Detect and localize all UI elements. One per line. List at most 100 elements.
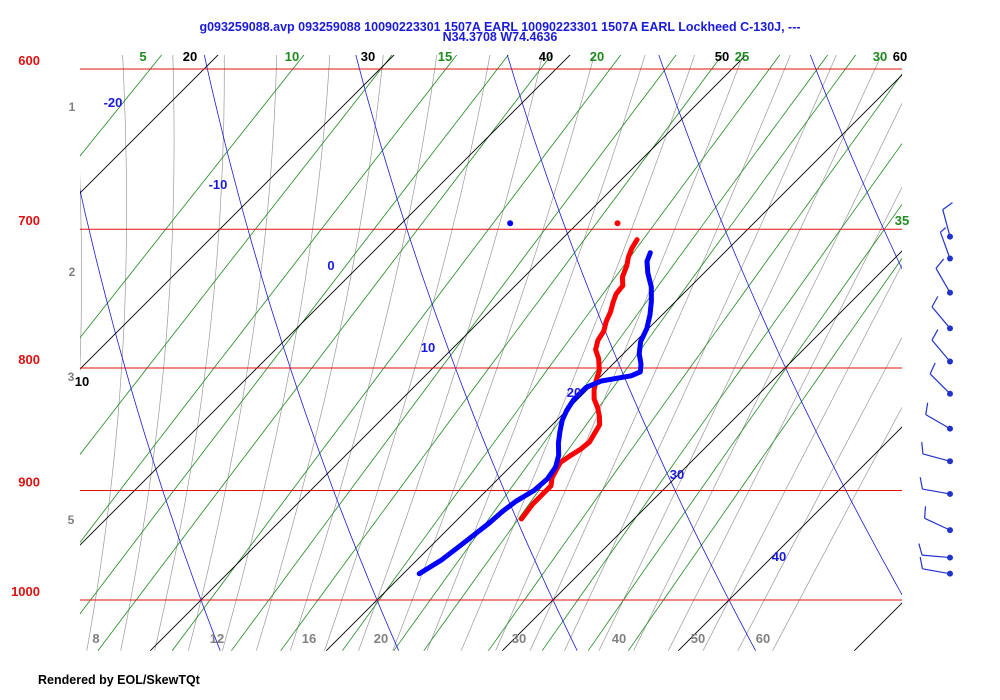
wind-barb-shaft (929, 373, 951, 395)
dry-adiabats (80, 55, 902, 651)
chart-title-line1: g093259088.avp 093259088 10090223301 150… (199, 20, 801, 34)
dry-adiabat-label: -10 (209, 177, 228, 192)
isotherm-label: 20 (183, 49, 197, 64)
wind-barb (921, 441, 953, 465)
isotherm-line (677, 426, 902, 652)
wind-barb-shaft (939, 232, 951, 259)
mixing-ratio-label: 10 (285, 49, 299, 64)
moist-adiabat-line (633, 102, 902, 651)
dry-adiabat-line (506, 55, 756, 651)
dry-adiabat-label: 40 (772, 549, 786, 564)
wind-barb-flag (925, 402, 929, 415)
isotherm-label: 10 (75, 374, 89, 389)
moist-adiabat-line (289, 55, 438, 651)
isotherm-line (325, 74, 902, 652)
left-axis-label: 1 (69, 100, 76, 114)
moist-adiabat-line (495, 55, 744, 651)
moist-adiabat-line (324, 55, 491, 651)
moist-adiabat-line (564, 55, 837, 651)
dry-adiabat-label: 10 (421, 340, 435, 355)
wind-barb-flag (935, 258, 945, 269)
moist-adiabat-label: 40 (612, 631, 626, 646)
wind-barb (925, 402, 953, 432)
mixing-ratio-label: 20 (590, 49, 604, 64)
wind-barb-shaft (935, 268, 951, 293)
mixing-ratio-line (587, 203, 902, 651)
pressure-label: 800 (18, 352, 40, 367)
wind-barb (919, 477, 953, 497)
moist-adiabat-line (154, 55, 225, 651)
moist-adiabat-label: 12 (210, 631, 224, 646)
left-axis-label: 2 (69, 265, 76, 279)
moist-adiabat-label: 8 (92, 631, 99, 646)
isotherm-line (80, 55, 219, 194)
temperature-marker (614, 220, 621, 227)
wind-barb (929, 362, 953, 397)
wind-barb (924, 506, 953, 534)
mixing-ratio-label: 30 (873, 49, 887, 64)
wind-barb-flag (931, 296, 939, 308)
dewpoint-profile (416, 250, 654, 577)
moist-adiabat-line (460, 55, 695, 651)
dry-adiabat-line (203, 55, 400, 651)
isotherm-label: 50 (715, 49, 729, 64)
dry-adiabat-label: 30 (670, 467, 684, 482)
isotherms (80, 55, 902, 652)
mixing-ratio-line (488, 73, 902, 651)
wind-barb-shaft (931, 339, 951, 362)
pressure-label: 900 (18, 474, 40, 489)
wind-barb-flag (940, 227, 947, 233)
wind-barb-flag (924, 506, 927, 519)
wind-barb-shaft (924, 517, 951, 531)
mixing-ratio-label: 25 (735, 49, 749, 64)
moist-adiabat-line (667, 186, 902, 651)
dry-adiabat-label: 0 (327, 258, 334, 273)
dry-adiabat-label: -20 (104, 95, 123, 110)
moist-adiabat-line (392, 55, 595, 651)
mixing-ratio-line (80, 55, 163, 157)
sounding-profiles (416, 220, 654, 577)
moist-adiabat-line (19, 16, 39, 651)
mixing-ratio-line (541, 143, 902, 651)
wind-barb-shaft (922, 453, 951, 462)
moist-adiabat-line (529, 55, 791, 651)
wind-barb (918, 543, 953, 561)
dry-adiabat-line (809, 55, 902, 270)
pressure-label: 700 (18, 213, 40, 228)
isotherm-label: 30 (361, 49, 375, 64)
wind-barb-flag (919, 477, 924, 490)
dry-adiabat-line (355, 55, 578, 651)
mixing-ratio-line (80, 55, 305, 339)
moist-adiabat-line (702, 263, 902, 651)
isotherm-label: 40 (539, 49, 553, 64)
wind-barb-shaft (922, 568, 951, 575)
mixing-ratio-label: 5 (139, 49, 146, 64)
moist-adiabat-line (80, 172, 82, 375)
mixing-ratio-line (97, 55, 552, 651)
moist-adiabat-line (426, 55, 646, 651)
wind-barb-flag (942, 202, 953, 211)
dry-adiabat-line (658, 55, 902, 596)
wind-barb-flag (929, 362, 936, 375)
renderer-credit: Rendered by EOL/SkewTQt (38, 673, 200, 687)
wind-barb-shaft (942, 209, 951, 237)
wind-barb-flag (919, 556, 924, 569)
mixing-ratio-line (0, 0, 76, 651)
wind-barb-flag (921, 441, 924, 455)
wind-barb-shaft (922, 488, 951, 495)
wind-barb-shaft (925, 414, 951, 430)
moist-adiabat-line (358, 55, 543, 651)
moist-adiabat-label: 60 (756, 631, 770, 646)
wind-barb-flag (931, 329, 939, 341)
moist-adiabat-line (772, 406, 902, 651)
moist-adiabat-label: 20 (374, 631, 388, 646)
chart-title-line2: N34.3708 W74.4636 (442, 30, 558, 44)
wind-barb-shaft (922, 554, 951, 559)
mixing-ratio-line (423, 55, 857, 651)
moist-adiabat-line (86, 55, 127, 651)
mixing-ratio-label: 15 (438, 49, 452, 64)
wind-barbs (918, 202, 953, 577)
